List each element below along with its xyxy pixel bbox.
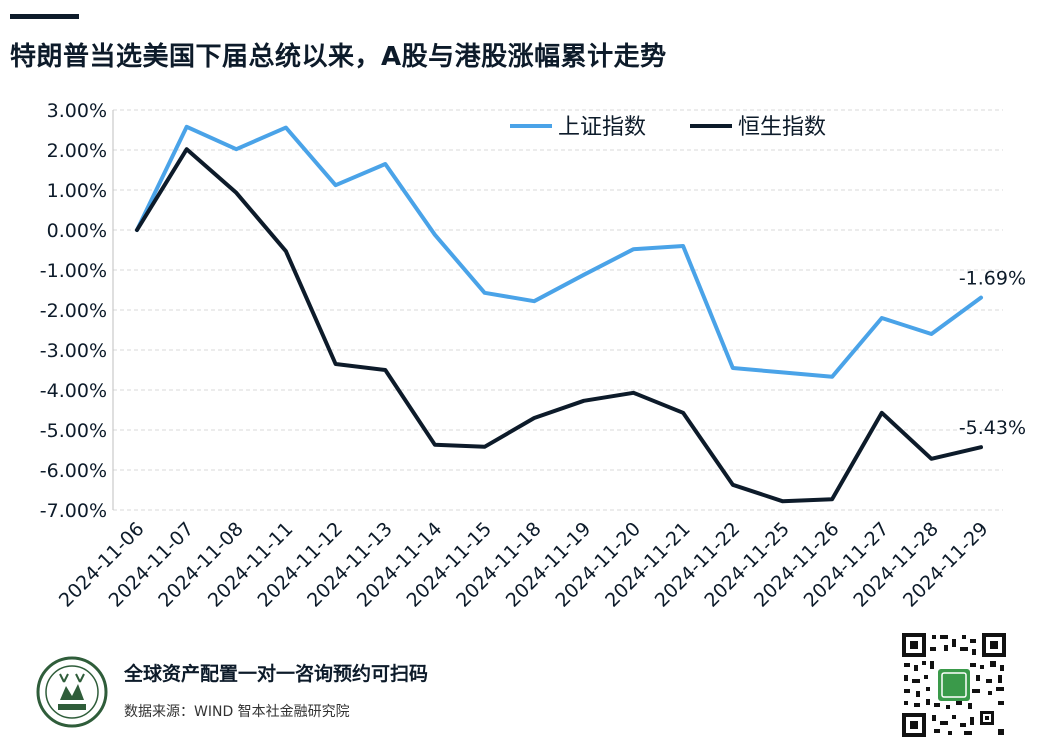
data-point (633, 392, 634, 394)
data-point (930, 458, 932, 460)
end-value-label: -5.43% (959, 417, 1026, 439)
y-tick-label: -3.00% (40, 340, 107, 362)
title-accent-bar (10, 14, 79, 19)
y-tick-label: 0.00% (47, 220, 107, 242)
data-point (633, 248, 634, 250)
data-point (831, 376, 833, 378)
institute-seal-logo-icon (36, 656, 108, 728)
data-point (980, 446, 982, 448)
legend-label: 恒生指数 (738, 115, 826, 140)
series-line-1 (135, 124, 983, 379)
data-point (533, 417, 535, 419)
qr-code-icon[interactable] (900, 631, 1008, 739)
data-point (831, 498, 833, 500)
data-point (434, 234, 436, 236)
data-point (881, 317, 883, 319)
y-tick-label: -4.00% (40, 380, 107, 402)
chart-title: 特朗普当选美国下届总统以来，A股与港股涨幅累计走势 (10, 42, 667, 72)
y-tick-label: -6.00% (40, 460, 107, 482)
line-chart: 3.00% 2.00% 1.00% 0.00% -1.00% -2.00% -3.00% -4… (40, 100, 1026, 612)
data-point (384, 163, 386, 165)
data-point (682, 412, 684, 414)
data-point (781, 371, 783, 373)
y-tick-label: 2.00% (47, 140, 107, 162)
y-tick-label: 3.00% (47, 100, 107, 122)
data-point (732, 484, 734, 486)
y-tick-label: -2.00% (40, 300, 107, 322)
data-point (335, 184, 337, 186)
data-point (384, 369, 386, 371)
y-tick-label: -7.00% (40, 500, 107, 522)
data-point (136, 229, 138, 231)
data-point (285, 250, 287, 252)
data-point (484, 292, 486, 294)
data-point (583, 400, 585, 402)
y-tick-label: -1.00% (40, 260, 107, 282)
data-point (235, 192, 237, 194)
data-point (434, 444, 436, 446)
data-point (484, 446, 486, 448)
data-point (930, 333, 932, 335)
data-point (732, 367, 734, 369)
data-point (186, 148, 188, 150)
y-tick-label: 1.00% (47, 180, 107, 202)
data-point (980, 297, 982, 299)
data-point (781, 500, 783, 502)
data-point (881, 412, 883, 414)
series-line-2 (135, 147, 983, 504)
legend-label: 上证指数 (558, 115, 646, 140)
data-source: 数据来源：WIND 智本社金融研究院 (124, 704, 350, 720)
data-point (682, 245, 684, 247)
data-point (583, 274, 585, 276)
footer-cta: 全球资产配置一对一咨询预约可扫码 (124, 663, 429, 685)
y-tick-label: -5.00% (40, 420, 107, 442)
data-point (186, 126, 188, 128)
data-point (235, 148, 237, 150)
data-point (335, 363, 337, 365)
end-value-label: -1.69% (959, 268, 1026, 290)
data-point (285, 127, 287, 129)
data-point (533, 300, 535, 302)
